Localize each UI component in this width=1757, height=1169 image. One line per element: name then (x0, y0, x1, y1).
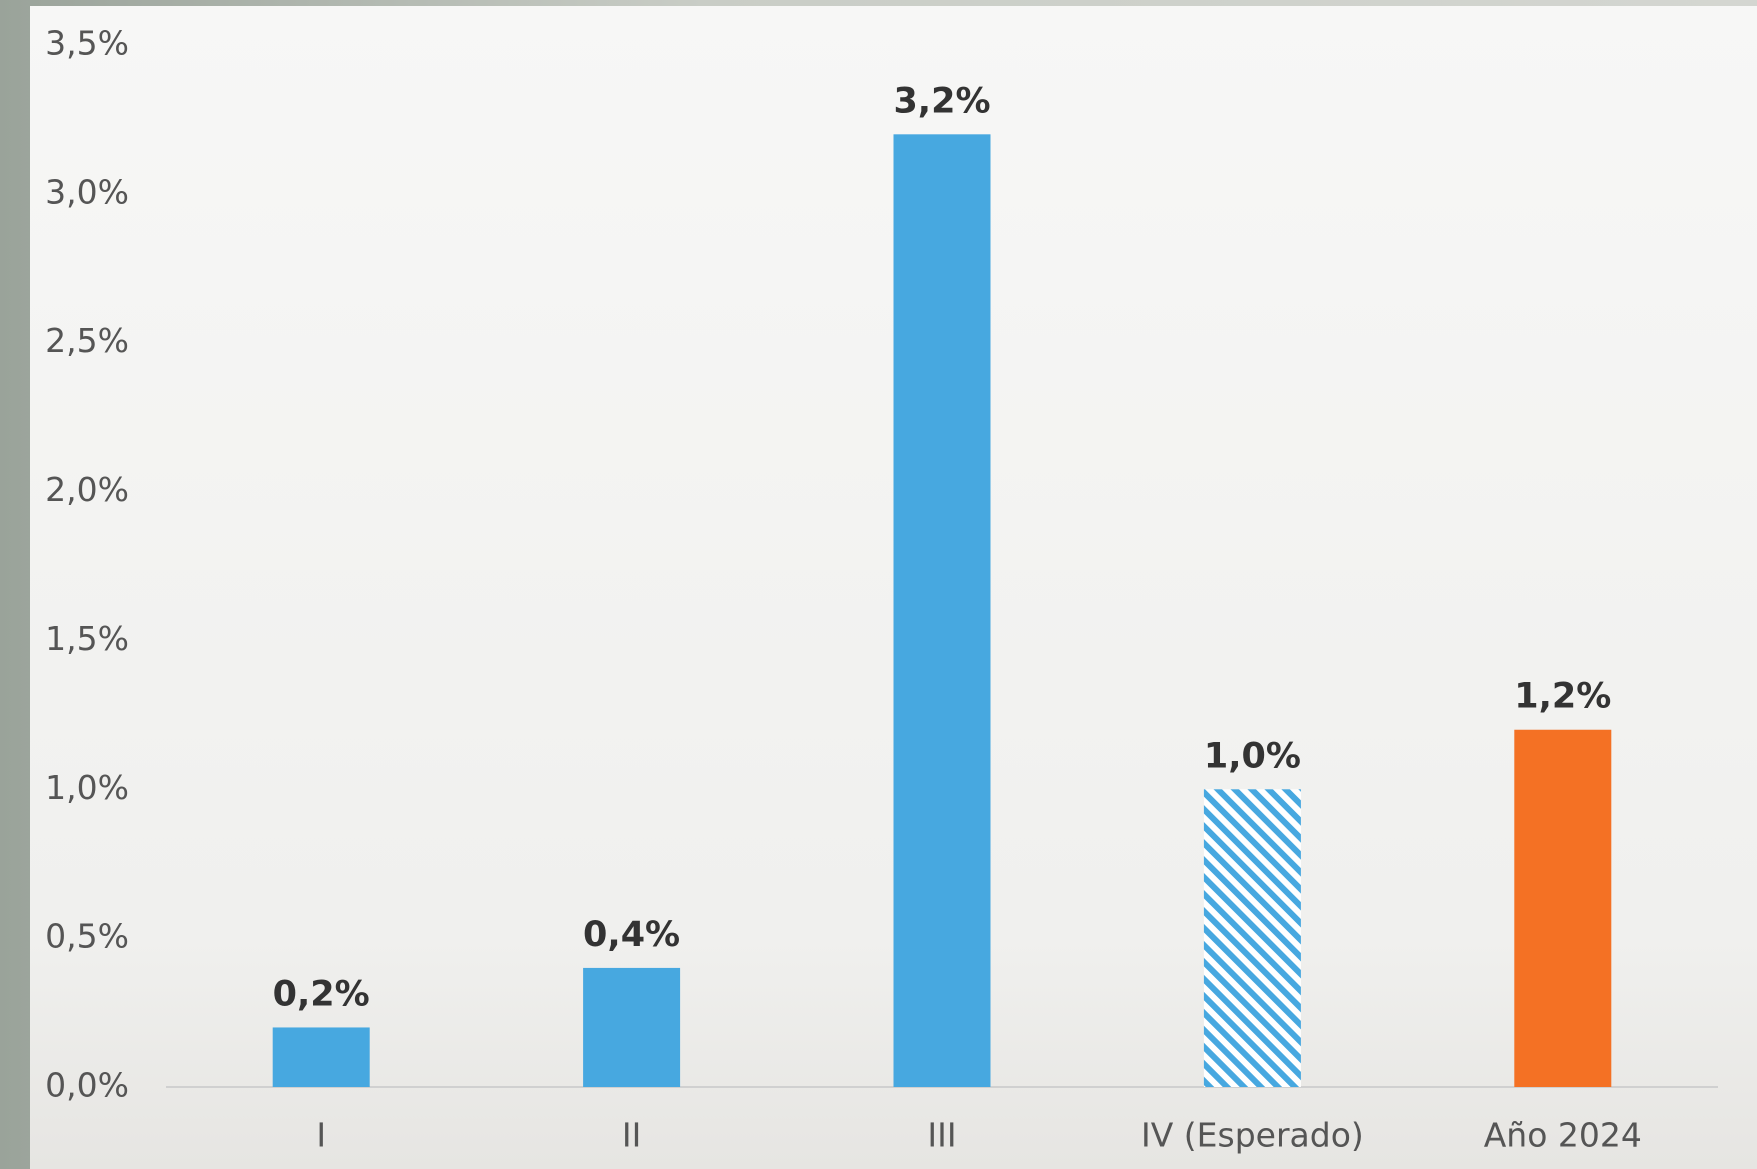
value-label: 0,2% (273, 974, 370, 1014)
value-label: 1,2% (1514, 677, 1611, 717)
y-tick-label: 3,5% (45, 24, 129, 63)
bar (272, 1027, 370, 1087)
y-tick-label: 1,5% (45, 619, 129, 658)
bar (583, 967, 681, 1087)
x-tick-label: IV (Esperado) (1141, 1116, 1364, 1155)
x-tick-label: III (927, 1116, 956, 1155)
x-tick-label: II (622, 1116, 641, 1155)
x-tick-label: I (316, 1116, 326, 1155)
x-tick-label: Año 2024 (1484, 1116, 1642, 1155)
y-tick-label: 0,5% (45, 917, 129, 956)
y-tick-label: 2,0% (45, 470, 129, 509)
bar (893, 134, 991, 1088)
value-label: 0,4% (583, 915, 680, 955)
value-label: 1,0% (1204, 736, 1301, 776)
y-tick-label: 2,5% (45, 321, 129, 360)
bar (1203, 789, 1301, 1087)
value-label: 3,2% (893, 81, 990, 121)
bar (1514, 729, 1612, 1087)
y-tick-label: 3,0% (45, 172, 129, 211)
y-tick-label: 1,0% (45, 768, 129, 807)
y-tick-label: 0,0% (45, 1066, 129, 1105)
